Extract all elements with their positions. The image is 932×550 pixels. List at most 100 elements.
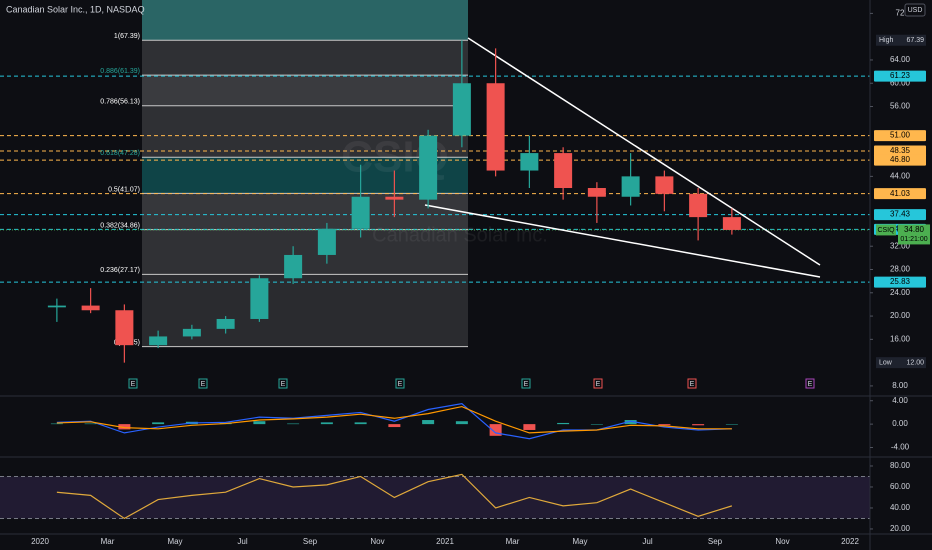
earnings-marker[interactable]	[687, 378, 697, 389]
currency[interactable]: USD	[908, 7, 923, 14]
watermark-name: Canadian Solar Inc.	[372, 224, 548, 246]
x-tick-label: 2020	[31, 537, 49, 546]
price-line-label: 61.23	[890, 71, 911, 80]
earnings-marker[interactable]	[593, 378, 603, 389]
symbol-title: Canadian Solar Inc., 1D, NASDAQ	[6, 4, 145, 14]
x-tick-label: 2022	[841, 537, 859, 546]
earnings-marker[interactable]	[278, 378, 288, 389]
candle-body	[419, 135, 438, 200]
histogram-bar	[624, 420, 637, 425]
price-line-box	[874, 130, 926, 142]
price-line-label: 41.03	[890, 189, 911, 198]
price-line-box	[874, 188, 926, 200]
candle-body	[554, 153, 573, 189]
y-tick-label: 0.00	[892, 419, 908, 428]
histogram-bar	[692, 424, 705, 426]
fib-zone	[142, 75, 468, 106]
histogram-bar	[455, 421, 468, 425]
y-tick-label: 32.00	[890, 241, 911, 250]
y-tick-label: -4.00	[891, 443, 910, 452]
indicator-line	[56, 473, 733, 520]
histogram-bar	[523, 424, 536, 430]
fib-zone	[142, 193, 468, 230]
candle-body	[81, 305, 100, 311]
candle-body	[115, 310, 134, 346]
y-tick-label: 20.00	[890, 311, 911, 320]
y-tick-label: 24.00	[890, 288, 911, 297]
wedge-upper	[467, 37, 821, 266]
histogram-bar	[84, 423, 97, 425]
earnings-label[interactable]: E	[398, 381, 403, 388]
x-tick-label: May	[572, 537, 587, 546]
x-tick-label: Sep	[303, 537, 318, 546]
x-tick-label: Mar	[101, 537, 115, 546]
earnings-marker[interactable]	[521, 378, 531, 389]
x-tick-label: Jul	[237, 537, 247, 546]
earnings-label[interactable]: E	[524, 381, 529, 388]
earnings-label[interactable]: E	[690, 381, 695, 388]
extreme-value: 12.00	[906, 359, 924, 366]
histogram-bar	[388, 424, 401, 428]
earnings-marker[interactable]	[198, 378, 208, 389]
bar-countdown: 01:21:00	[900, 236, 927, 243]
extreme-name: Low	[879, 359, 893, 366]
wedge-lower	[424, 204, 821, 278]
price-line-box	[874, 276, 926, 288]
indicator-line	[56, 403, 732, 440]
fib-label: 0.618(47.28)	[100, 150, 140, 157]
candle-body	[351, 196, 370, 229]
y-tick-label: 40.00	[890, 503, 911, 512]
last-price-symbol: CSIQ	[877, 227, 895, 234]
histogram-bar	[422, 420, 435, 425]
price-line-box	[874, 145, 926, 157]
x-tick-label: May	[167, 537, 182, 546]
candle-body	[486, 83, 505, 171]
extreme-value: 67.39	[906, 37, 924, 44]
histogram-bar	[658, 424, 671, 426]
price-line-label: 48.35	[890, 146, 911, 155]
y-tick-label: 80.00	[890, 461, 911, 470]
y-tick-label: 60.00	[890, 78, 911, 87]
y-tick-label: 28.00	[890, 265, 911, 274]
earnings-label[interactable]: E	[281, 381, 286, 388]
y-tick-label: 16.00	[890, 334, 911, 343]
candle-body	[621, 176, 640, 197]
last-price-tag	[876, 224, 896, 236]
earnings-marker[interactable]	[395, 378, 405, 389]
candle-body	[655, 176, 674, 194]
earnings-marker[interactable]	[805, 378, 815, 389]
y-tick-label: 72	[896, 8, 905, 17]
earnings-label[interactable]: E	[201, 381, 206, 388]
candle-body	[587, 188, 606, 197]
candle-body	[689, 193, 708, 218]
fib-label: 0.886(61.39)	[100, 68, 140, 75]
fib-zone	[142, 40, 468, 76]
indicator-line	[56, 405, 732, 434]
histogram-bar	[354, 422, 367, 425]
candle-body	[284, 254, 303, 279]
earnings-label[interactable]: E	[808, 381, 813, 388]
y-tick-label: 4.00	[892, 396, 908, 405]
extreme-box	[876, 34, 926, 46]
fib-label: 0.786(56.13)	[100, 99, 140, 106]
histogram-bar	[590, 424, 603, 425]
last-price-value: 34.80	[904, 225, 925, 234]
fib-zone	[142, 105, 468, 158]
rsi-band	[0, 476, 870, 519]
price-line-box	[874, 70, 926, 82]
x-tick-label: Mar	[506, 537, 520, 546]
front-layer: 2020 Mar May Jul Sep Nov 2021 Mar May Jul Sep Nov 20…	[31, 8, 930, 546]
candle-body	[182, 328, 201, 337]
y-tick-label: 20.00	[890, 524, 911, 533]
currency-box[interactable]	[904, 3, 926, 17]
histogram-bar	[118, 424, 131, 430]
earnings-label[interactable]: E	[596, 381, 601, 388]
y-tick-label: 44.00	[890, 171, 911, 180]
fib-label: 0.5(41.07)	[108, 186, 140, 193]
x-tick-label: Nov	[370, 537, 384, 546]
earnings-marker[interactable]	[128, 378, 138, 389]
earnings-label[interactable]: E	[131, 381, 136, 388]
x-tick-label: Sep	[708, 537, 723, 546]
candle-body	[149, 336, 168, 346]
